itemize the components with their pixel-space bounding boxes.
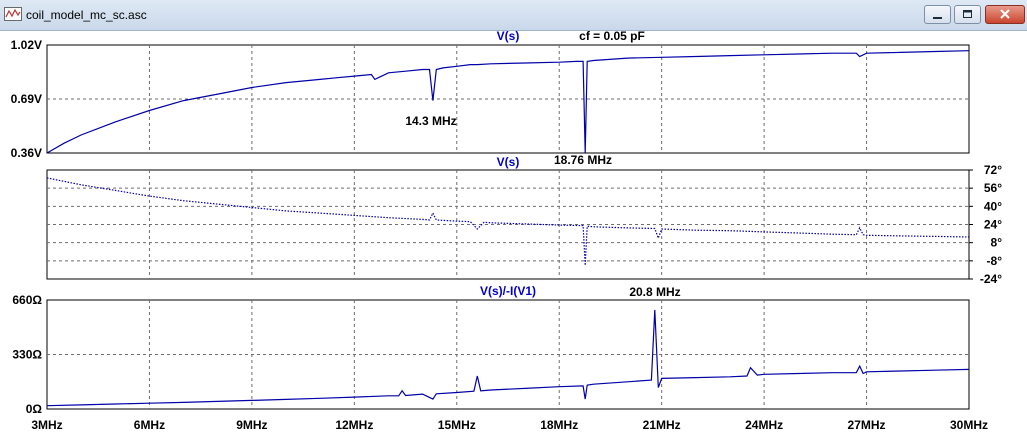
minimize-button[interactable] [924,5,951,24]
x-tick-label: 3MHz [31,418,62,432]
trace-line-magnitude[interactable] [46,50,970,154]
restore-icon [963,10,972,18]
x-tick-label: 18MHz [540,418,578,432]
x-tick-label: 30MHz [950,418,988,432]
y-tick-label: 40° [984,199,1002,213]
y-tick-label: -24° [980,272,1002,286]
x-tick-label: 21MHz [643,418,681,432]
y-tick-label: -8° [987,254,1003,268]
y-tick-label: 8° [991,236,1003,250]
y-tick-label: 24° [984,218,1002,232]
minimize-icon [933,17,942,19]
waveform-app-icon [4,7,22,21]
y-tick-label: 1.02V [11,38,42,52]
maximize-button[interactable] [954,5,981,24]
trace-title-phase: V(s) [497,155,520,169]
x-tick-label: 24MHz [745,418,783,432]
y-tick-label: 0.69V [11,92,42,106]
title-bar[interactable]: coil_model_mc_sc.asc [0,0,1027,31]
trace-title-magnitude: V(s) [497,29,520,43]
trace-line-impedance[interactable] [46,309,970,407]
y-tick-label: 72° [984,163,1002,177]
annotation-label: 20.8 MHz [629,285,680,299]
y-tick-label: 330Ω [12,348,42,362]
y-tick-label: 56° [984,181,1002,195]
close-icon [1000,9,1010,19]
x-tick-label: 27MHz [848,418,886,432]
annotation-label: 14.3 MHz [405,114,456,128]
y-tick-label: 0.36V [11,146,42,160]
close-button[interactable] [985,5,1025,24]
trace-title-impedance: V(s)/-I(V1) [480,284,536,298]
y-tick-label: 0Ω [26,402,43,416]
annotation-label: cf = 0.05 pF [579,29,645,43]
window-title: coil_model_mc_sc.asc [26,8,147,22]
x-tick-label: 15MHz [438,418,476,432]
trace-line-phase[interactable] [46,177,970,266]
annotation-label: 18.76 MHz [554,153,612,167]
y-tick-label: 660Ω [12,293,42,307]
x-tick-label: 12MHz [335,418,373,432]
x-tick-label: 9MHz [236,418,267,432]
x-tick-label: 6MHz [134,418,165,432]
